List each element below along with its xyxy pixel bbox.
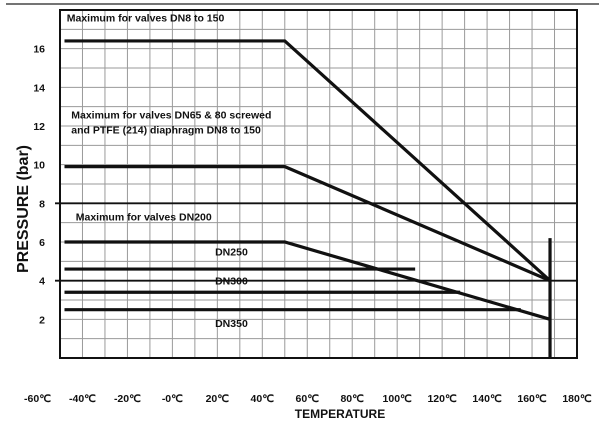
x-tick-label: 140℃	[472, 393, 502, 405]
annotation-line: Maximum for valves DN8 to 150	[67, 13, 225, 25]
annotation-2: Maximum for valves DN65 & 80 screwed and …	[71, 109, 271, 136]
annotation-line: DN350	[215, 318, 248, 330]
x-tick-labels: -60℃ -40℃ -20℃ -0℃ 20℃ 40℃ 60℃ 80℃ 100℃ 120℃ 140℃ 1…	[24, 393, 592, 405]
x-tick-label: 160℃	[517, 393, 547, 405]
y-tick-labels: 2 4 6 8 10 12 14 16	[33, 44, 45, 327]
series-line-3	[64, 240, 551, 321]
annotation-4: DN250	[215, 247, 248, 259]
y-tick-label: 6	[39, 237, 45, 249]
annotation-line: and PTFE (214) diaphragm DN8 to 150	[71, 124, 261, 136]
y-tick-label: 4	[39, 276, 45, 288]
x-tick-label: 80℃	[340, 393, 364, 405]
y-tick-label: 2	[39, 314, 45, 326]
x-tick-label: -20℃	[114, 393, 141, 405]
x-tick-label: -60℃	[24, 393, 51, 405]
annotation-line: Maximum for valves DN200	[76, 212, 212, 224]
plot-frame	[59, 9, 578, 359]
x-tick-label: 60℃	[296, 393, 320, 405]
annotations: Maximum for valves DN8 to 150 Maximum for…	[67, 13, 272, 330]
annotation-1: Maximum for valves DN8 to 150	[67, 13, 225, 25]
x-tick-label: 100℃	[383, 393, 413, 405]
series-line-2	[64, 165, 551, 283]
y-tick-label: 12	[33, 121, 45, 133]
x-tick-label: -0℃	[162, 393, 183, 405]
y-axis-label: PRESSURE (bar)	[15, 145, 32, 273]
y-tick-label: 14	[33, 82, 45, 94]
annotation-line: Maximum for valves DN65 & 80 screwed	[71, 109, 271, 121]
reference-lines	[55, 202, 577, 282]
annotation-line: DN250	[215, 247, 248, 259]
y-tick-label: 8	[39, 198, 45, 210]
annotation-5: DN300	[215, 276, 248, 288]
x-tick-label: 40℃	[251, 393, 275, 405]
series-lines	[64, 39, 552, 358]
x-tick-label: -40℃	[69, 393, 96, 405]
x-tick-label: 20℃	[206, 393, 230, 405]
annotation-3: Maximum for valves DN200	[76, 212, 212, 224]
annotation-6: DN350	[215, 318, 248, 330]
x-axis-label: TEMPERATURE	[295, 407, 385, 421]
y-tick-label: 10	[33, 160, 45, 172]
x-tick-label: 180℃	[562, 393, 592, 405]
x-tick-label: 120℃	[427, 393, 457, 405]
annotation-line: DN300	[215, 276, 248, 288]
series-line-1	[64, 39, 552, 282]
y-tick-label: 16	[33, 44, 45, 56]
